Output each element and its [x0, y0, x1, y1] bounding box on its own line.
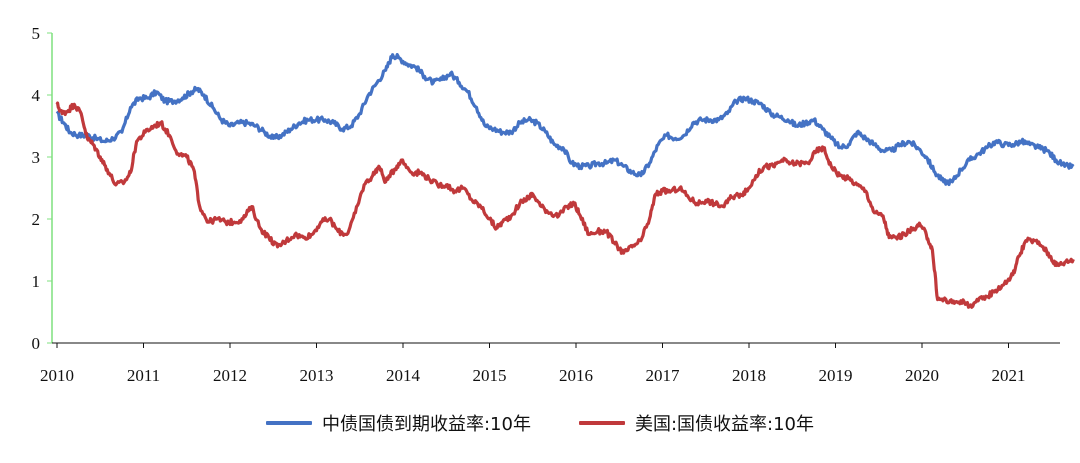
- legend-item-china-10y: 中债国债到期收益率:10年: [265, 410, 531, 436]
- legend-swatch-us-10y: [578, 421, 625, 425]
- x-tick-label: 2019: [819, 366, 853, 385]
- series-layer: [55, 53, 1075, 309]
- x-tick-label: 2017: [646, 366, 681, 385]
- x-tick-label: 2021: [992, 366, 1026, 385]
- y-tick-label: 1: [32, 272, 41, 291]
- x-tick-label: 2020: [905, 366, 939, 385]
- y-tick-label: 0: [32, 334, 41, 353]
- series-line-china-10y: [55, 53, 1075, 187]
- y-tick-label: 4: [32, 86, 41, 105]
- legend-item-us-10y: 美国:国债收益率:10年: [578, 410, 814, 436]
- x-tick-label: 2016: [559, 366, 593, 385]
- y-axis-ticks: 0 1 2 3 4 5: [32, 24, 52, 353]
- x-axis-ticks: 2010 2011 2012 2013 2014 2015 2016 2017 2018 2019…: [40, 343, 1026, 385]
- legend-label-us-10y: 美国:国债收益率:10年: [634, 414, 814, 435]
- y-tick-label: 2: [32, 210, 41, 229]
- x-tick-label: 2014: [386, 366, 421, 385]
- legend-label-china-10y: 中债国债到期收益率:10年: [321, 414, 531, 435]
- x-tick-label: 2013: [300, 366, 334, 385]
- y-tick-label: 3: [32, 148, 41, 167]
- series-line-us-10y: [55, 101, 1075, 309]
- x-tick-label: 2018: [732, 366, 766, 385]
- legend-swatch-china-10y: [265, 421, 312, 425]
- x-tick-label: 2012: [213, 366, 247, 385]
- x-tick-label: 2010: [40, 366, 74, 385]
- x-tick-label: 2015: [473, 366, 507, 385]
- chart-legend: 中债国债到期收益率:10年 美国:国债收益率:10年: [0, 410, 1080, 436]
- x-tick-label: 2011: [127, 366, 160, 385]
- y-tick-label: 5: [32, 24, 41, 43]
